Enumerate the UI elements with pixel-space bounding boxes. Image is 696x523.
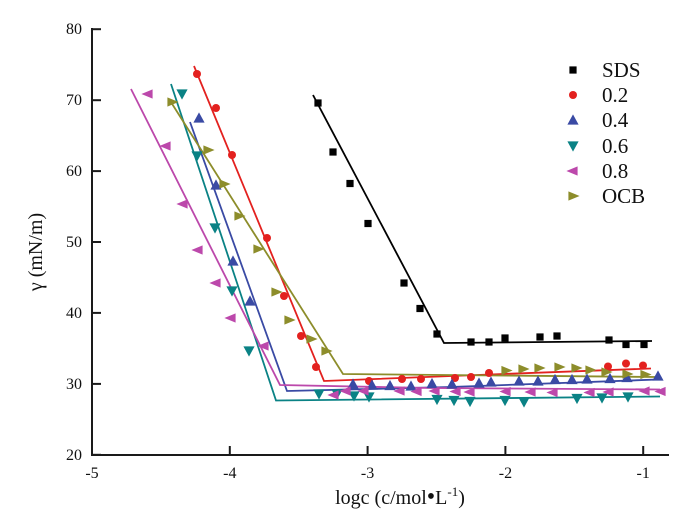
svg-text:-4: -4 [223,465,236,482]
svg-text:70: 70 [66,92,82,109]
svg-text:0.6: 0.6 [602,134,628,158]
svg-text:40: 40 [66,305,82,322]
svg-text:30: 30 [66,376,82,393]
svg-text:-5: -5 [85,465,98,482]
svg-text:80: 80 [66,21,82,38]
svg-text:SDS: SDS [602,58,641,82]
svg-text:OCB: OCB [602,184,645,208]
svg-text:0.8: 0.8 [602,159,628,183]
svg-text:50: 50 [66,234,82,251]
svg-text:-3: -3 [361,465,374,482]
svg-text:0.4: 0.4 [602,108,629,132]
svg-text:20: 20 [66,447,82,464]
svg-text:-1: -1 [637,465,650,482]
svg-text:0.2: 0.2 [602,83,628,107]
svg-text:logc (c/mol•L-1): logc (c/mol•L-1) [335,484,465,510]
svg-text:-2: -2 [499,465,512,482]
svg-text:γ (mN/m): γ (mN/m) [25,213,47,292]
svg-text:60: 60 [66,163,82,180]
